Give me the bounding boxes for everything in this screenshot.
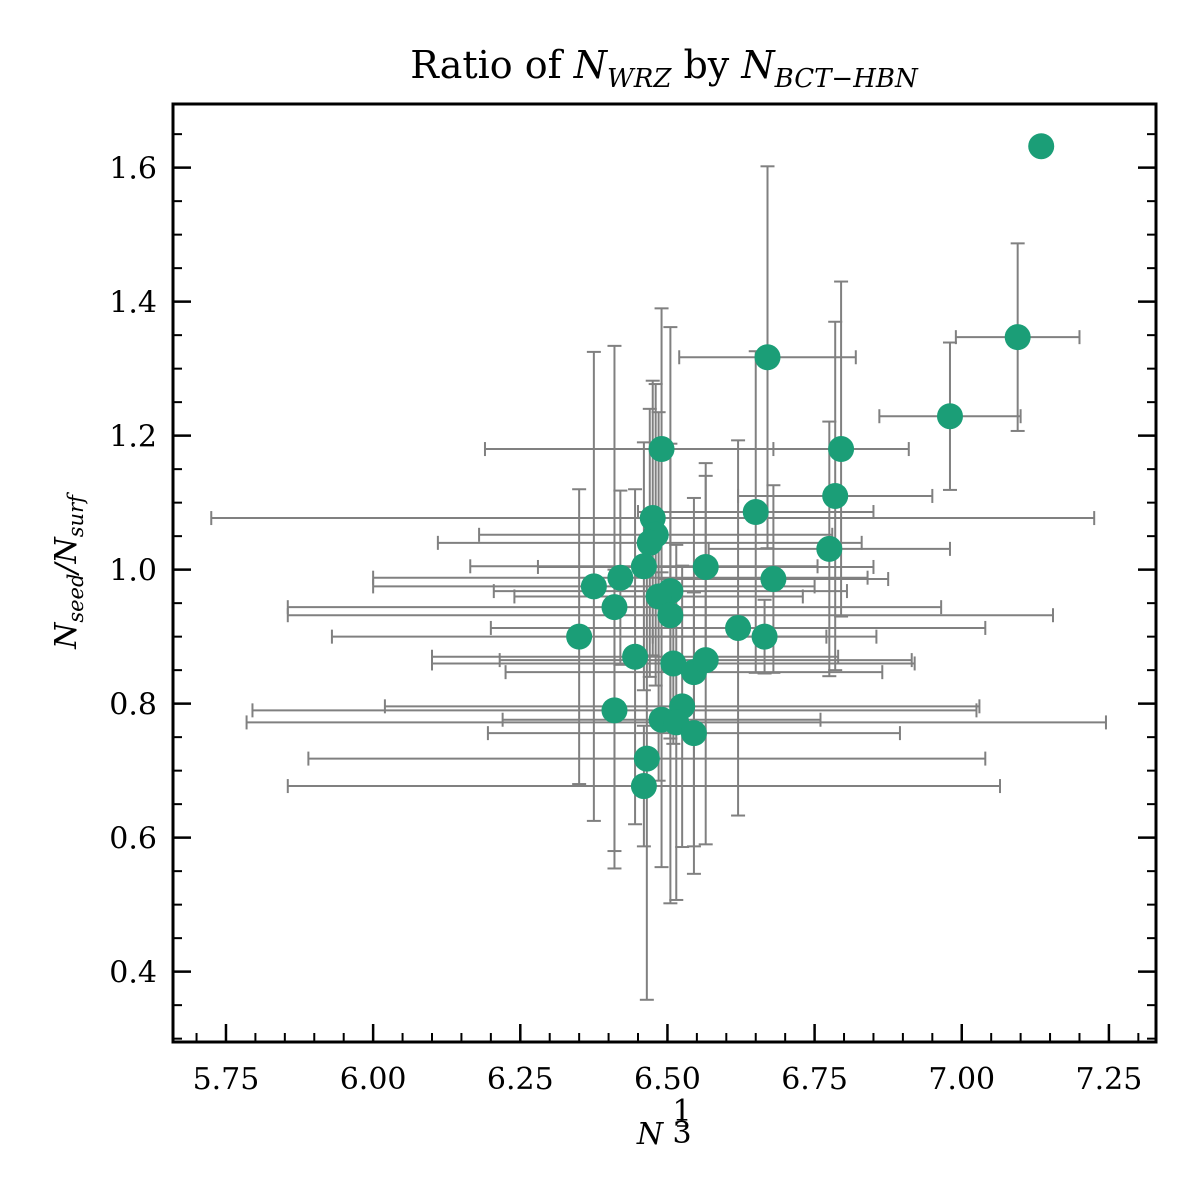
- y-label-n1-sub: seed: [64, 574, 88, 623]
- x-tick-label: 7.25: [1076, 1062, 1143, 1097]
- y-axis-label: Nseed/Nsurf: [49, 492, 88, 650]
- title-n2-sub: BCT−HBN: [774, 64, 919, 94]
- x-tick-label: 6.50: [634, 1062, 701, 1097]
- y-label-slash: /: [49, 561, 84, 577]
- y-label-n1: N: [49, 621, 84, 650]
- data-point: [630, 773, 657, 800]
- chart-title: Ratio of NWRZ by NBCT−HBN: [410, 43, 919, 94]
- data-points: [566, 133, 1055, 800]
- y-tick-label: 1.4: [109, 286, 157, 321]
- x-axis-label-exponent-den: 3: [672, 1116, 691, 1151]
- x-axis-label-exponent-num: 1: [672, 1094, 691, 1129]
- data-point: [1004, 324, 1031, 351]
- data-point: [816, 535, 843, 562]
- data-point: [1028, 133, 1055, 160]
- y-axis-ticks: 0.4 0.6 0.8 1.0 1.2 1.4 1.6: [109, 133, 1156, 1040]
- x-tick-label: 6.75: [781, 1062, 848, 1097]
- data-point: [692, 553, 719, 580]
- data-point: [633, 745, 660, 772]
- data-point: [828, 436, 855, 463]
- data-point: [692, 647, 719, 674]
- data-point: [622, 643, 649, 670]
- data-point: [580, 573, 607, 600]
- data-point: [760, 566, 787, 593]
- data-point: [648, 436, 675, 463]
- y-label-n2: N: [49, 535, 84, 564]
- title-n2: N: [740, 43, 776, 87]
- data-point: [601, 594, 628, 621]
- y-label-n2-sub: surf: [64, 492, 88, 537]
- data-point: [660, 650, 687, 677]
- x-tick-label: 7.00: [928, 1062, 995, 1097]
- plot-frame: [171, 102, 1158, 1044]
- x-tick-label: 6.00: [340, 1062, 407, 1097]
- data-point: [657, 602, 684, 629]
- title-n1: N: [573, 43, 609, 87]
- x-tick-label: 5.75: [193, 1062, 260, 1097]
- y-tick-label: 0.4: [109, 956, 157, 991]
- data-point: [680, 720, 707, 747]
- data-point: [751, 623, 778, 650]
- data-point: [725, 614, 752, 641]
- y-tick-label: 1.6: [109, 152, 157, 187]
- y-tick-label: 1.0: [109, 554, 157, 589]
- title-prefix: Ratio of: [410, 43, 574, 87]
- data-point: [607, 564, 634, 591]
- title-n1-sub: WRZ: [607, 64, 672, 94]
- data-point: [754, 344, 781, 371]
- error-bars: [210, 165, 1107, 1001]
- data-point: [636, 529, 663, 556]
- data-point: [822, 482, 849, 509]
- y-tick-label: 0.6: [109, 822, 157, 857]
- data-point: [742, 499, 769, 526]
- data-point: [645, 583, 672, 610]
- x-axis-label: N: [636, 1117, 665, 1152]
- x-tick-label: 6.25: [487, 1062, 554, 1097]
- data-point: [566, 623, 593, 650]
- y-tick-label: 1.2: [109, 420, 157, 455]
- y-tick-label: 0.8: [109, 688, 157, 723]
- data-point: [601, 697, 628, 724]
- x-axis-label-base: N: [636, 1117, 665, 1152]
- data-point: [630, 553, 657, 580]
- data-point: [936, 403, 963, 430]
- title-mid: by: [671, 43, 741, 87]
- x-axis-ticks: 5.75 6.00 6.25 6.50 6.75 7.00 7.25: [193, 1024, 1143, 1097]
